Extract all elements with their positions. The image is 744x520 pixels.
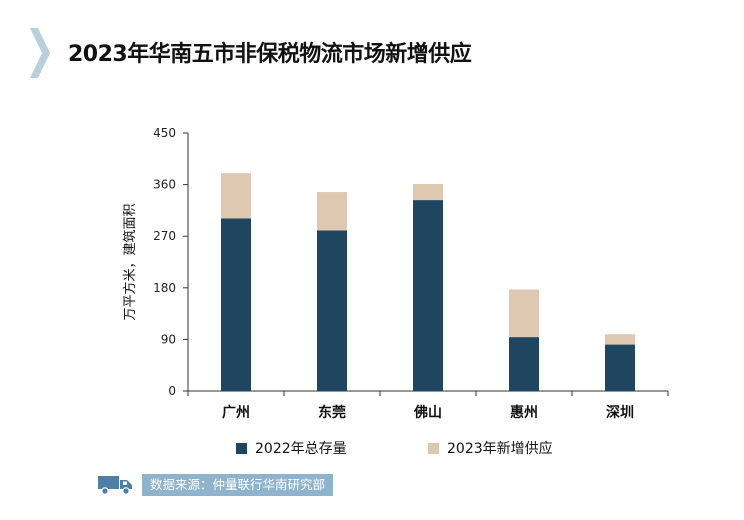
y-tick-label: 450: [153, 126, 176, 140]
truck-icon: [98, 476, 132, 495]
legend-swatch-new-supply: [428, 442, 439, 454]
legend-swatch-stock: [236, 442, 247, 454]
y-tick-label: 360: [153, 178, 176, 192]
bar-segment-new-supply: [413, 184, 443, 201]
page-title: 2023年华南五市非保税物流市场新增供应: [68, 42, 472, 67]
y-axis-label: 万平方米，建筑面积: [122, 203, 138, 320]
x-tick-label: 惠州: [510, 404, 538, 420]
x-tick-label: 广州: [222, 404, 250, 420]
x-tick-label: 东莞: [318, 404, 346, 420]
y-tick-label: 180: [153, 281, 176, 295]
y-tick-label: 270: [153, 229, 176, 243]
legend-label-stock: 2022年总存量: [255, 441, 347, 457]
bar-segment-stock: [317, 230, 347, 391]
title-chevron-icon: [30, 28, 50, 78]
bar-segment-stock: [221, 218, 251, 391]
bar-segment-new-supply: [221, 173, 251, 219]
source-badge: 数据来源：仲量联行华南研究部: [98, 474, 334, 496]
legend-item-stock: 2022年总存量: [236, 438, 347, 458]
bar-segment-new-supply: [509, 289, 539, 338]
bar-segment-new-supply: [317, 192, 347, 231]
bar-segment-new-supply: [605, 334, 635, 345]
bar-segment-stock: [605, 344, 635, 391]
legend-label-new-supply: 2023年新增供应: [447, 441, 553, 457]
bar-segment-stock: [509, 337, 539, 391]
chart-legend: 2022年总存量 2023年新增供应: [0, 438, 744, 462]
y-tick-label: 0: [168, 384, 176, 398]
x-tick-label: 深圳: [606, 404, 634, 420]
y-tick-label: 90: [161, 332, 176, 346]
legend-item-new-supply: 2023年新增供应: [428, 438, 553, 458]
bar-segment-stock: [413, 200, 443, 391]
x-tick-label: 佛山: [413, 404, 442, 420]
source-text: 数据来源：仲量联行华南研究部: [142, 474, 334, 496]
